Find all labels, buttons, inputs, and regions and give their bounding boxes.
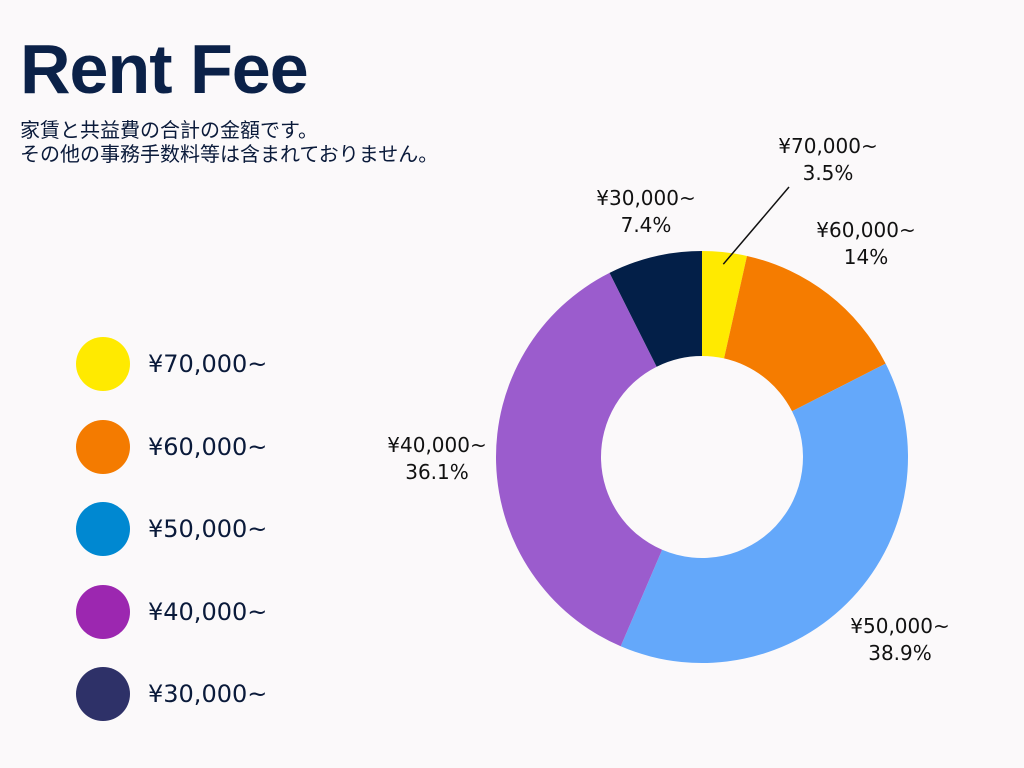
legend-item-60000: ¥60,000~ xyxy=(76,419,268,474)
donut-slice-1 xyxy=(724,255,886,412)
slice-category-label: ¥60,000~ xyxy=(816,218,915,242)
donut-slice-4 xyxy=(609,251,702,367)
legend-label: ¥30,000~ xyxy=(148,680,268,708)
slice-category-label: ¥70,000~ xyxy=(778,134,877,158)
slice-value-label: 38.9% xyxy=(868,641,932,665)
slice-label-0: ¥70,000~ 3.5% xyxy=(778,134,877,185)
subtitle-line-2: その他の事務手数料等は含まれておりません。 xyxy=(20,142,439,166)
slice-value-label: 36.1% xyxy=(405,460,469,484)
legend-swatch xyxy=(76,584,130,639)
legend-swatch xyxy=(76,667,130,721)
legend-label: ¥50,000~ xyxy=(148,515,268,543)
slice-value-label: 3.5% xyxy=(803,161,854,185)
leader-line xyxy=(722,186,790,265)
legend-swatch xyxy=(76,419,130,474)
legend-swatch xyxy=(76,502,130,556)
slice-value-label: 7.4% xyxy=(621,213,672,237)
donut-slice-2 xyxy=(620,363,908,663)
legend-item-70000: ¥70,000~ xyxy=(76,337,267,391)
legend-label: ¥60,000~ xyxy=(148,432,268,461)
donut-slice-0 xyxy=(702,251,747,359)
legend-item-40000: ¥40,000~ xyxy=(76,584,268,639)
subtitle-line-1: 家賃と共益費の合計の金額です。 xyxy=(20,118,318,142)
legend-item-50000: ¥50,000~ xyxy=(76,502,267,556)
slice-value-label: 14% xyxy=(844,245,888,269)
slice-label-2: ¥50,000~ 38.9% xyxy=(850,614,949,665)
legend-label: ¥70,000~ xyxy=(148,350,268,378)
slice-category-label: ¥50,000~ xyxy=(850,614,949,638)
donut-slice-3 xyxy=(496,272,663,647)
page-subtitle: 家賃と共益費の合計の金額です。 その他の事務手数料等は含まれておりません。 xyxy=(20,118,438,166)
page-title: Rent Fee xyxy=(20,30,309,108)
slice-category-label: ¥30,000~ xyxy=(596,186,695,210)
slice-label-1: ¥60,000~ 14% xyxy=(816,218,915,269)
legend-swatch xyxy=(76,337,130,391)
slice-label-4: ¥30,000~ 7.4% xyxy=(596,186,695,237)
legend-item-30000: ¥30,000~ xyxy=(76,667,267,721)
legend: ¥70,000~ ¥60,000~ ¥50,000~ ¥40,000~ ¥30,… xyxy=(76,337,267,750)
slice-category-label: ¥40,000~ xyxy=(387,433,486,457)
slice-label-3: ¥40,000~ 36.1% xyxy=(387,433,486,484)
legend-label: ¥40,000~ xyxy=(148,597,268,626)
